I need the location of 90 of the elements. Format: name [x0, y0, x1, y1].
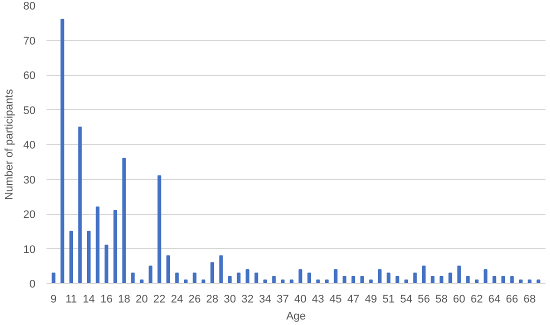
x-tick-label: 30 — [224, 294, 236, 306]
bar — [369, 280, 373, 284]
x-tick-label: 24 — [170, 294, 184, 306]
bar — [104, 244, 108, 284]
bar — [69, 230, 74, 284]
bar — [342, 276, 346, 284]
y-tick-label: 70 — [23, 35, 36, 48]
bar — [140, 280, 144, 284]
bar — [166, 255, 170, 284]
bar — [484, 269, 488, 284]
x-tick-label: 37 — [276, 294, 289, 306]
bar — [316, 280, 320, 284]
x-tick-label: 22 — [153, 294, 166, 306]
y-tick-label: 80 — [23, 0, 36, 12]
bar — [210, 262, 214, 284]
x-tick-label: 9 — [50, 294, 57, 306]
x-tick-label: 66 — [506, 294, 518, 306]
y-tick-label: 30 — [23, 174, 36, 186]
bar — [422, 266, 426, 284]
bar — [492, 276, 496, 284]
x-tick-label: 47 — [347, 294, 360, 306]
bar — [228, 276, 232, 284]
x-tick-label: 60 — [452, 294, 466, 306]
bar — [60, 18, 64, 284]
x-axis-title: Age — [286, 310, 306, 322]
bar — [219, 255, 223, 284]
bar — [396, 276, 400, 284]
x-tick-label: 58 — [435, 294, 448, 306]
y-tick-label: 60 — [23, 70, 36, 82]
x-tick-label: 45 — [330, 294, 342, 306]
bar — [351, 276, 356, 284]
bar — [404, 280, 408, 284]
bar — [378, 269, 382, 284]
bar — [192, 272, 196, 284]
bar — [307, 272, 312, 284]
bar — [122, 158, 126, 284]
bar — [86, 230, 91, 284]
bar — [52, 272, 56, 284]
bar — [448, 272, 452, 284]
y-tick-label: 50 — [23, 104, 36, 117]
y-axis-title: Number of participants — [3, 88, 16, 200]
x-tick-label: 34 — [259, 294, 272, 306]
bar — [280, 280, 285, 284]
bar — [298, 269, 302, 284]
bar — [386, 272, 390, 284]
bar — [254, 272, 258, 284]
bar — [430, 276, 434, 284]
x-tick-label: 68 — [524, 294, 536, 306]
bar — [184, 280, 188, 284]
bar — [131, 272, 135, 284]
x-tick-label: 51 — [382, 294, 395, 306]
bar — [501, 276, 506, 284]
y-tick-label: 0 — [29, 278, 36, 290]
y-tick-label: 10 — [23, 244, 36, 256]
x-tick-label: 32 — [241, 294, 254, 306]
x-tick-label: 28 — [206, 294, 218, 306]
bar — [113, 210, 118, 284]
bar — [246, 269, 250, 284]
x-tick-label: 40 — [294, 294, 307, 306]
bar — [474, 280, 479, 284]
bar — [466, 276, 470, 284]
x-tick-label: 18 — [118, 294, 130, 306]
x-tick-label: 62 — [470, 294, 483, 306]
bar — [175, 272, 179, 284]
x-tick-label: 14 — [82, 294, 95, 306]
bar — [158, 175, 162, 284]
bar — [272, 276, 276, 284]
x-tick-label: 54 — [400, 294, 412, 306]
x-tick-label: 20 — [136, 294, 148, 306]
x-tick-label: 43 — [312, 294, 324, 306]
x-tick-label: 64 — [488, 294, 500, 306]
bar — [413, 272, 417, 284]
x-tick-label: 11 — [65, 294, 77, 306]
bar — [457, 266, 461, 284]
x-tick-label: 49 — [364, 294, 378, 306]
x-tick-label: 56 — [418, 294, 430, 306]
bar — [202, 280, 206, 284]
x-tick-label: 26 — [188, 294, 201, 306]
bar — [510, 276, 514, 284]
x-tick-label: 16 — [100, 294, 113, 306]
bar — [78, 126, 82, 284]
y-tick-label: 20 — [23, 209, 36, 221]
bar — [334, 269, 338, 284]
bar — [440, 276, 444, 284]
y-tick-label: 40 — [23, 140, 36, 152]
bar — [148, 266, 152, 284]
bar — [236, 272, 241, 284]
bar — [96, 206, 100, 284]
bar — [360, 276, 364, 284]
bar — [536, 280, 540, 284]
